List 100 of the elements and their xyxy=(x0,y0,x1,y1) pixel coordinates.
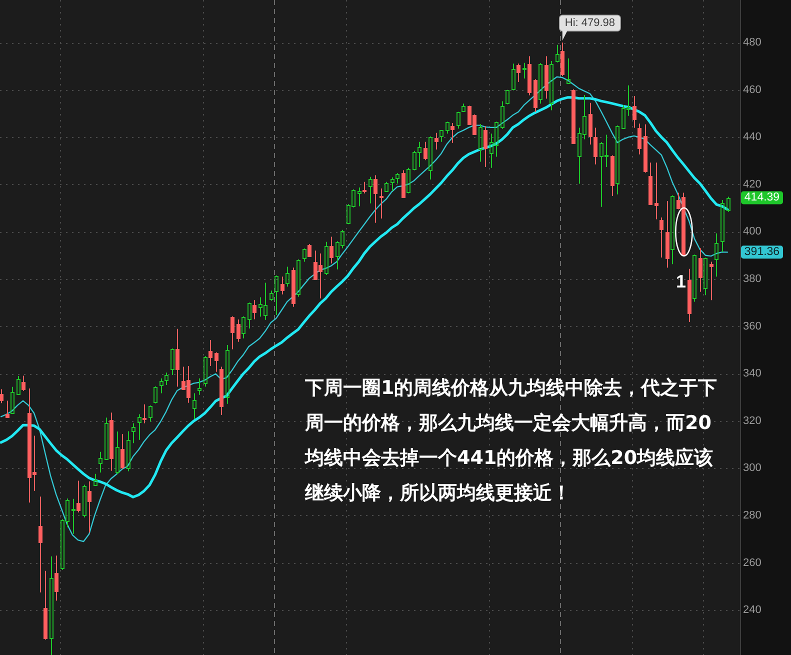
y-tick-label: 360 xyxy=(743,320,762,332)
candlestick xyxy=(16,375,20,396)
candlestick xyxy=(204,356,208,388)
candlestick xyxy=(98,451,102,473)
candlestick xyxy=(726,196,730,212)
candlestick xyxy=(154,386,158,404)
y-tick-label: 440 xyxy=(743,131,762,144)
candlestick xyxy=(396,172,400,184)
candlestick xyxy=(660,217,664,258)
candlestick xyxy=(692,254,696,302)
candlestick xyxy=(588,102,592,145)
candlestick xyxy=(516,63,520,83)
candlestick xyxy=(94,473,98,486)
candlestick xyxy=(220,366,224,416)
candlestick xyxy=(198,378,202,396)
candlestick xyxy=(550,60,554,111)
candlestick xyxy=(274,274,278,316)
candlestick xyxy=(390,176,394,192)
candlestick xyxy=(616,125,620,195)
y-tick-label: 260 xyxy=(743,556,762,569)
candlestick xyxy=(10,386,14,414)
candlestick xyxy=(6,400,10,418)
candlestick xyxy=(164,372,168,386)
candlestick xyxy=(296,258,300,298)
candlestick xyxy=(500,100,504,130)
candlestick xyxy=(88,480,92,534)
candlestick xyxy=(302,248,306,262)
candlestick xyxy=(534,78,538,112)
y-tick-label: 340 xyxy=(743,368,762,380)
candlestick xyxy=(192,392,196,420)
candlestick xyxy=(610,154,614,197)
candlestick xyxy=(110,412,114,472)
candlestick xyxy=(214,352,218,372)
candlestick xyxy=(104,417,108,460)
candlestick xyxy=(638,123,642,155)
candlestick xyxy=(236,318,240,342)
candlestick xyxy=(522,62,526,80)
candlestick xyxy=(380,188,384,219)
candlestick xyxy=(512,63,516,91)
candlestick xyxy=(0,388,4,404)
candlestick xyxy=(292,267,296,308)
candlestick xyxy=(632,96,636,128)
candlestick xyxy=(358,187,362,207)
candlestick xyxy=(714,232,718,278)
candlestick xyxy=(242,316,246,339)
candlestick xyxy=(406,167,410,194)
candlestick xyxy=(208,340,212,367)
candlestick xyxy=(384,181,388,192)
candlestick xyxy=(270,290,274,302)
annotation: Hi: 479.98 xyxy=(564,17,616,30)
y-tick-label: 420 xyxy=(743,178,762,190)
candlestick xyxy=(666,200,670,268)
candlestick xyxy=(544,56,548,100)
candlestick xyxy=(566,58,570,84)
candlestick xyxy=(142,404,146,424)
y-tick-label: 480 xyxy=(743,36,762,49)
candlestick xyxy=(506,89,510,105)
candlestick xyxy=(308,244,312,258)
candlestick xyxy=(176,328,180,388)
candlestick xyxy=(50,556,54,655)
candlestick xyxy=(82,484,86,518)
candlestick xyxy=(424,141,428,161)
candlestick xyxy=(462,103,466,112)
candlestick xyxy=(148,405,152,422)
y-tick-label: 280 xyxy=(743,509,762,522)
candlestick xyxy=(698,248,702,292)
candlestick xyxy=(446,121,450,134)
candlestick xyxy=(362,181,366,194)
candlestick xyxy=(374,174,378,224)
candlestick xyxy=(456,111,460,130)
candlestick xyxy=(22,375,26,392)
candlestick xyxy=(538,62,542,104)
candlestick xyxy=(428,136,432,180)
candlestick xyxy=(688,268,692,323)
candlestick xyxy=(252,300,256,320)
candlestick xyxy=(402,170,406,198)
candlestick xyxy=(44,570,48,640)
candlestick xyxy=(644,124,648,174)
candlestick xyxy=(654,162,658,220)
candlestick xyxy=(572,88,576,144)
candlestick xyxy=(126,430,130,472)
y-tick-label: 320 xyxy=(743,414,762,427)
candlestick xyxy=(670,194,674,265)
candlestick xyxy=(710,261,714,301)
annotation: 391.36 xyxy=(744,246,780,258)
candlestick xyxy=(330,236,334,264)
annotation: 下周一圈1的周线价格从九均线中除去，代之于下周一的价格，那么九均线一定会大幅升高，而20均线中会去掉一个441的价格，那么20均线应该继续小降，所以两均线更接近！ xyxy=(304,377,718,504)
candlestick xyxy=(230,316,234,350)
y-tick-label: 460 xyxy=(743,84,762,96)
candlestick xyxy=(248,302,252,329)
y-tick-label: 240 xyxy=(743,604,762,616)
candlestick xyxy=(648,162,652,206)
candlestick xyxy=(280,276,284,295)
candlestick xyxy=(704,257,708,296)
candlestick xyxy=(450,122,454,144)
candlestick xyxy=(72,498,76,534)
candlestick xyxy=(528,56,532,96)
candlestick xyxy=(556,44,560,63)
candlestick xyxy=(368,176,372,204)
candlestick xyxy=(138,414,142,440)
